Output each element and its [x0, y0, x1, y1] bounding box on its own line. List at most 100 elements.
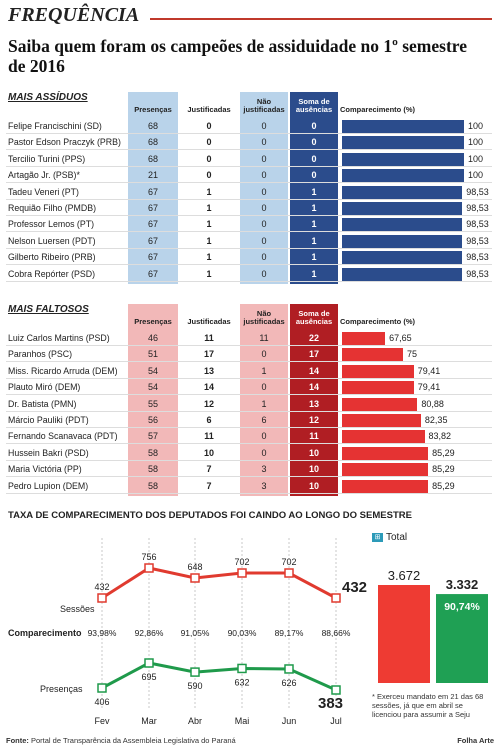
- presencas-line: [101, 661, 337, 692]
- cell-justificadas: 1: [206, 268, 212, 279]
- comparecimento-pct: 89,17%: [275, 628, 304, 638]
- cell-nao-justificadas: 0: [261, 219, 267, 230]
- cell-presencas: 56: [147, 415, 158, 425]
- headline: Saiba quem foram os campeões de assiduid…: [8, 36, 467, 76]
- presencas-label: 632: [234, 677, 249, 687]
- cell-justificadas: 6: [206, 415, 212, 425]
- cell-nao-justificadas: 3: [261, 480, 267, 491]
- cell-nao-justificadas: 0: [261, 170, 267, 181]
- cell-nao-justificadas: 0: [261, 235, 267, 246]
- deputy-name: Professor Lemos (PT): [8, 219, 95, 230]
- total-key: ⊞ Total: [372, 532, 407, 543]
- cell-presencas: 67: [147, 235, 158, 246]
- cell-soma: 0: [311, 121, 317, 131]
- cell-justificadas: 7: [206, 464, 212, 475]
- cell-presencas: 51: [147, 349, 158, 360]
- comparecimento-bar: [342, 414, 421, 427]
- sessoes-point: [284, 568, 294, 578]
- kicker: FREQUÊNCIA: [8, 4, 140, 26]
- cell-justificadas: 0: [206, 170, 212, 181]
- sessoes-line: [101, 566, 337, 600]
- cell-justificadas: 1: [206, 203, 212, 213]
- comparecimento-value: 82,35: [424, 415, 448, 425]
- col-bg-presencas: [128, 92, 178, 284]
- cell-soma: 17: [308, 349, 319, 360]
- deputy-name: Luiz Carlos Martins (PSD): [8, 333, 110, 343]
- comparecimento-value: 98,53: [466, 219, 489, 230]
- comparecimento-bar: [342, 479, 429, 493]
- comparecimento-bar: [342, 397, 418, 411]
- cell-justificadas: 1: [206, 219, 212, 230]
- table-row: Luiz Carlos Martins (PSD) 46 11 11 22 67,65: [6, 330, 492, 346]
- comparecimento-bar: [342, 446, 429, 460]
- comparecimento-value: 85,29: [432, 464, 455, 475]
- cell-soma: 11: [309, 431, 319, 442]
- cell-nao-justificadas: 0: [261, 431, 267, 442]
- table-row: Requião Filho (PMDB) 67 1 0 1 98,53: [6, 200, 492, 216]
- cell-justificadas: 13: [203, 365, 214, 376]
- cell-soma: 10: [308, 480, 319, 491]
- deputy-name: Paranhos (PSC): [8, 349, 73, 360]
- comparecimento-value: 100: [468, 170, 484, 181]
- cell-soma: 14: [308, 365, 319, 376]
- cell-presencas: 57: [147, 431, 158, 442]
- kicker-rule: [150, 18, 492, 20]
- presencas-label: 695: [141, 672, 156, 682]
- sessoes-axis-label: Sessões: [60, 604, 95, 614]
- header-soma: Soma de ausências: [295, 97, 333, 114]
- comparecimento-value: 100: [468, 153, 484, 164]
- comparecimento-pct: 88,66%: [322, 628, 351, 638]
- deputy-name: Nelson Luersen (PDT): [8, 235, 96, 246]
- total-key-label: Total: [386, 532, 408, 543]
- comparecimento-pct: 93,98%: [88, 628, 117, 638]
- deputy-name: Fernando Scanavaca (PDT): [8, 431, 118, 442]
- deputy-name: Requião Filho (PMDB): [8, 203, 96, 213]
- comparecimento-value: 98,53: [466, 186, 489, 197]
- cell-presencas: 58: [147, 480, 158, 491]
- col-bg-presencas: [128, 304, 178, 496]
- presencas-point: [331, 685, 341, 695]
- sessoes-label: 432: [342, 579, 367, 596]
- cell-nao-justificadas: 1: [261, 365, 267, 376]
- cell-nao-justificadas: 0: [261, 121, 267, 131]
- col-bg-soma: [290, 92, 338, 284]
- sessoes-label: 756: [141, 552, 156, 562]
- table-row: Pastor Edson Praczyk (PRB) 68 0 0 0 100: [6, 134, 492, 151]
- cell-nao-justificadas: 0: [261, 349, 267, 360]
- source-label: Fonte:: [6, 736, 29, 745]
- comparecimento-value: 67,65: [389, 333, 412, 343]
- cell-presencas: 21: [147, 170, 158, 181]
- header-comparecimento: Comparecimento (%): [340, 317, 416, 326]
- cell-soma: 10: [308, 447, 319, 458]
- cell-presencas: 67: [147, 268, 158, 279]
- line-chart-title: TAXA DE COMPARECIMENTO DOS DEPUTADOS FOI…: [8, 510, 412, 521]
- deputy-name: Pedro Lupion (DEM): [8, 480, 89, 491]
- faltosos-table: Presenças Justificadas Não justificadas Som…: [6, 304, 492, 496]
- cell-soma: 0: [311, 153, 317, 164]
- total-pct-label: 90,74%: [444, 601, 480, 613]
- deputy-name: Pastor Edson Praczyk (PRB): [8, 137, 121, 148]
- total-bar-sessões: [378, 585, 430, 683]
- comparecimento-value: 100: [468, 137, 484, 148]
- cell-presencas: 46: [147, 333, 158, 343]
- comparecimento-pct: 92,86%: [135, 628, 164, 638]
- header-nao_justificadas: Não justificadas: [243, 97, 285, 114]
- comparecimento-bar: [342, 364, 414, 378]
- comparecimento-value: 85,29: [432, 480, 455, 491]
- cell-presencas: 68: [147, 121, 158, 131]
- cell-soma: 0: [311, 137, 317, 148]
- cell-nao-justificadas: 1: [261, 398, 267, 409]
- comparecimento-bar: [342, 120, 464, 133]
- comparecimento-value: 79,41: [417, 382, 441, 393]
- total-bar-presenças: [436, 594, 488, 683]
- deputy-name: Plauto Miró (DEM): [8, 382, 81, 393]
- assiduos-table: Presenças Justificadas Não justificadas Som…: [6, 92, 492, 284]
- line-chart: 432 756 648 702 702 432 406 695 590 632 626 383 Sess…: [8, 538, 367, 726]
- col-bg-soma: [290, 304, 338, 496]
- x-tick-label: Mai: [235, 716, 250, 726]
- x-tick-label: Abr: [188, 716, 202, 726]
- presencas-label: 626: [281, 678, 296, 688]
- cell-presencas: 58: [147, 447, 158, 458]
- comparecimento-pct: 91,05%: [181, 628, 210, 638]
- header-justificadas: Justificadas: [187, 317, 231, 326]
